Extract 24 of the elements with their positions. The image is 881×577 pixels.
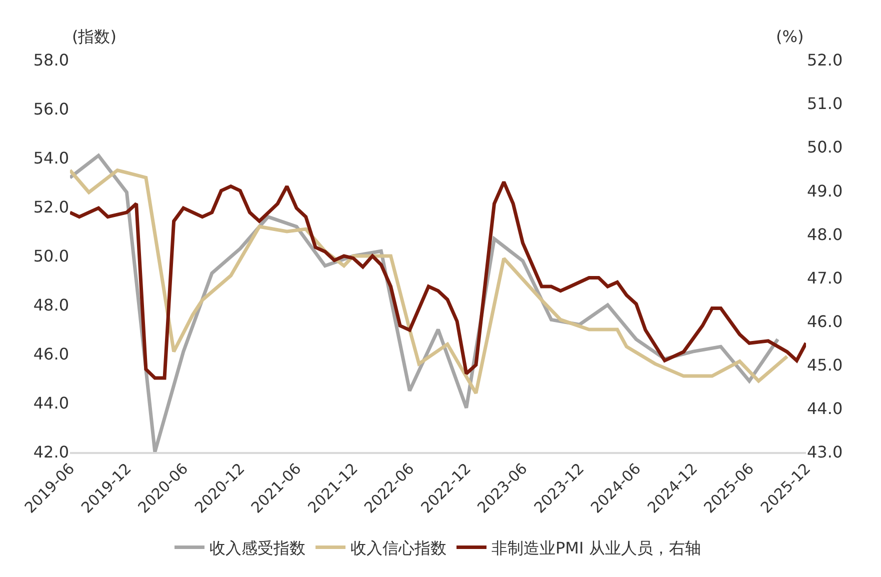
y2-axis-title: (%) xyxy=(776,27,804,46)
y-tick-label: 42.0 xyxy=(33,442,69,462)
y-tick-label: 52.0 xyxy=(33,198,69,217)
y-tick-label: 48.0 xyxy=(33,296,69,315)
y2-tick-label: 44.0 xyxy=(807,399,843,418)
y2-tick-label: 50.0 xyxy=(807,138,843,157)
y2-tick-label: 46.0 xyxy=(807,312,843,331)
y2-tick-label: 51.0 xyxy=(807,94,843,114)
y-tick-label: 46.0 xyxy=(33,344,69,364)
y-tick-label: 50.0 xyxy=(33,246,69,266)
legend-label: 收入信心指数 xyxy=(350,538,446,558)
y2-tick-label: 52.0 xyxy=(807,50,843,70)
legend-label: 收入感受指数 xyxy=(210,538,306,558)
y-tick-label: 58.0 xyxy=(33,50,69,70)
y2-tick-label: 48.0 xyxy=(807,224,843,244)
y2-tick-label: 47.0 xyxy=(807,268,843,288)
y-tick-label: 54.0 xyxy=(33,148,69,168)
y2-tick-label: 43.0 xyxy=(807,442,843,462)
legend-label: 非制造业PMI 从业人员，右轴 xyxy=(492,538,701,558)
y2-tick-label: 49.0 xyxy=(807,181,843,200)
y2-tick-label: 45.0 xyxy=(807,355,843,374)
y-tick-label: 44.0 xyxy=(33,394,69,413)
y-tick-label: 56.0 xyxy=(33,100,69,119)
y-axis-title: (指数) xyxy=(72,27,116,46)
